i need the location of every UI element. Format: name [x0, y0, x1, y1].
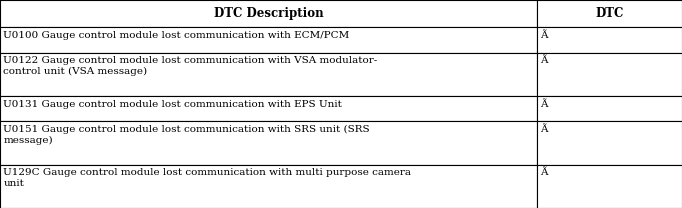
- Bar: [0, 53, 537, 96]
- Bar: [537, 0, 682, 27]
- Bar: [0, 96, 537, 121]
- Text: U0131 Gauge control module lost communication with EPS Unit: U0131 Gauge control module lost communic…: [3, 100, 342, 109]
- Text: DTC Description: DTC Description: [213, 7, 323, 20]
- Text: Ã: Ã: [540, 100, 548, 109]
- Text: U129C Gauge control module lost communication with multi purpose camera
unit: U129C Gauge control module lost communic…: [3, 168, 411, 188]
- Bar: [0, 0, 537, 27]
- Bar: [537, 121, 682, 165]
- Text: Ã: Ã: [540, 56, 548, 65]
- Text: Ã: Ã: [540, 31, 548, 40]
- Bar: [0, 121, 537, 165]
- Bar: [537, 27, 682, 53]
- Text: U0100 Gauge control module lost communication with ECM/PCM: U0100 Gauge control module lost communic…: [3, 31, 350, 40]
- Bar: [0, 165, 537, 208]
- Bar: [537, 96, 682, 121]
- Bar: [0, 27, 537, 53]
- Text: Ã: Ã: [540, 168, 548, 177]
- Bar: [537, 53, 682, 96]
- Text: U0122 Gauge control module lost communication with VSA modulator-
control unit (: U0122 Gauge control module lost communic…: [3, 56, 378, 76]
- Text: Ã: Ã: [540, 125, 548, 134]
- Bar: [537, 165, 682, 208]
- Text: DTC: DTC: [595, 7, 623, 20]
- Text: U0151 Gauge control module lost communication with SRS unit (SRS
message): U0151 Gauge control module lost communic…: [3, 125, 370, 145]
